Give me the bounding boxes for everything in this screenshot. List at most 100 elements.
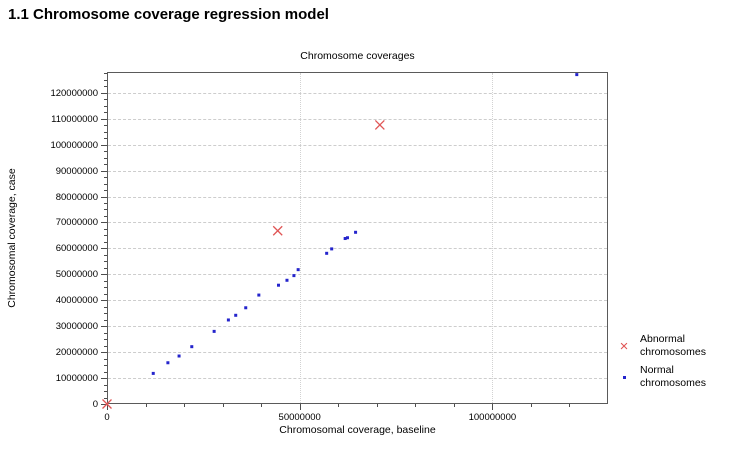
y-axis-tick-minor [104,267,107,269]
y-axis-tick [101,144,107,146]
y-axis-tick-minor [104,391,107,393]
gridline-horizontal [108,378,607,380]
x-axis-tick-minor [569,404,571,407]
y-axis-tick-minor [104,280,107,282]
y-tick-label: 110000000 [51,113,98,125]
page-title: 1.1 Chromosome coverage regression model [8,6,329,23]
legend-item-label: Abnormal chromosomes [640,333,706,358]
y-axis-tick-minor [104,99,107,101]
dot-glyph [622,375,626,379]
y-axis-tick-minor [104,79,107,81]
y-axis-tick-minor [104,358,107,360]
y-tick-label: 120000000 [50,87,98,99]
y-axis-tick-minor [104,306,107,308]
y-tick-label: 100000000 [50,139,98,151]
y-axis-tick-minor [104,261,107,263]
y-axis-tick-minor [104,313,107,315]
y-axis-tick-minor [104,241,107,243]
y-axis-tick [101,196,107,198]
gridline-vertical [492,73,494,403]
plot-area [107,72,608,404]
x-axis-tick-minor [530,404,532,407]
gridline-horizontal [108,144,607,146]
y-axis-tick-minor [104,105,107,107]
gridline-horizontal [108,352,607,354]
x-axis-tick-minor [376,404,378,407]
y-tick-label: 30000000 [55,321,98,333]
y-axis-tick-minor [104,86,107,88]
y-tick-label: 50000000 [55,269,98,281]
x-axis-tick [299,404,301,410]
x-tick-label: 50000000 [278,412,321,423]
legend: × Abnormal chromosomes Normal chromosomes [614,333,728,390]
y-axis-tick [101,326,107,328]
gridline-horizontal [108,92,607,94]
x-axis-tick-minor [415,404,417,407]
gridline-horizontal [108,222,607,224]
y-axis-tick [101,118,107,120]
y-axis-tick-minor [104,345,107,347]
y-axis-tick-minor [104,384,107,386]
y-axis-tick-minor [104,209,107,211]
legend-item-label: Normal chromosomes [640,364,706,389]
y-axis-tick-minor [104,215,107,217]
x-axis-tick [107,404,108,410]
y-axis-tick-minor [104,235,107,237]
y-axis-tick [101,378,107,380]
y-axis-tick-minor [104,332,107,334]
chart-title: Chromosome coverages [300,50,415,62]
x-glyph: × [619,337,629,355]
y-tick-label: 10000000 [55,373,98,385]
gridline-horizontal [108,118,607,120]
gridline-vertical [299,73,301,403]
y-axis-tick-minor [104,190,107,192]
legend-item: × Abnormal chromosomes [614,333,728,359]
y-axis-tick-minor [104,371,107,373]
y-axis-tick-minor [104,319,107,321]
gridline-horizontal [108,248,607,250]
x-marker-icon: × [614,339,634,354]
gridline-horizontal [108,300,607,302]
x-tick-label: 0 [104,412,110,423]
y-axis-tick-minor [104,112,107,114]
y-tick-label: 20000000 [55,347,98,359]
y-axis-tick-minor [104,138,107,140]
y-axis-tick-minor [104,365,107,367]
y-axis-tick [101,300,107,302]
y-axis-tick-minor [104,254,107,256]
y-axis-tick-minor [104,151,107,153]
y-tick-label: 0 [92,399,98,410]
y-axis-tick-minor [104,339,107,341]
y-axis-label: Chromosomal coverage, case [6,168,18,308]
y-axis-tick [101,248,107,250]
y-axis-tick-minor [104,228,107,230]
x-axis-tick-minor [338,404,340,407]
x-axis-tick-minor [145,404,147,407]
y-axis-tick [101,274,107,276]
y-axis-tick-minor [104,131,107,133]
y-axis-tick-minor [104,73,107,75]
y-axis-tick-minor [104,293,107,295]
y-axis-tick [101,222,107,224]
x-axis-tick-minor [184,404,186,407]
y-axis-tick [101,92,107,94]
gridline-horizontal [108,170,607,172]
y-axis-tick-minor [104,157,107,159]
y-axis-tick-minor [104,397,107,399]
y-axis-tick-minor [104,202,107,204]
x-axis-label: Chromosomal coverage, baseline [279,424,436,436]
y-axis-tick-minor [104,287,107,289]
y-tick-label: 80000000 [55,191,98,203]
y-tick-label: 60000000 [55,243,98,255]
gridline-horizontal [108,274,607,276]
y-tick-label: 40000000 [55,295,98,307]
x-axis-tick [492,404,494,410]
x-tick-label: 100000000 [468,412,517,423]
y-axis-tick-minor [104,125,107,127]
x-axis-tick-minor [453,404,455,407]
x-axis-tick-minor [261,404,263,407]
y-axis-tick-minor [104,177,107,179]
y-axis-tick [101,170,107,172]
y-tick-label: 90000000 [55,165,98,177]
